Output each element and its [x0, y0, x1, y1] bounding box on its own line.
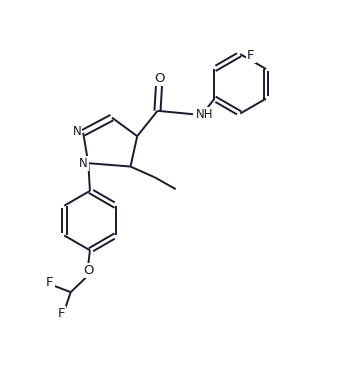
Text: N: N	[73, 124, 81, 138]
Text: NH: NH	[196, 108, 214, 121]
Text: F: F	[46, 276, 54, 289]
Text: F: F	[247, 49, 254, 62]
Text: O: O	[154, 72, 165, 84]
Text: N: N	[79, 157, 88, 170]
Text: F: F	[57, 307, 65, 320]
Text: O: O	[83, 264, 93, 277]
